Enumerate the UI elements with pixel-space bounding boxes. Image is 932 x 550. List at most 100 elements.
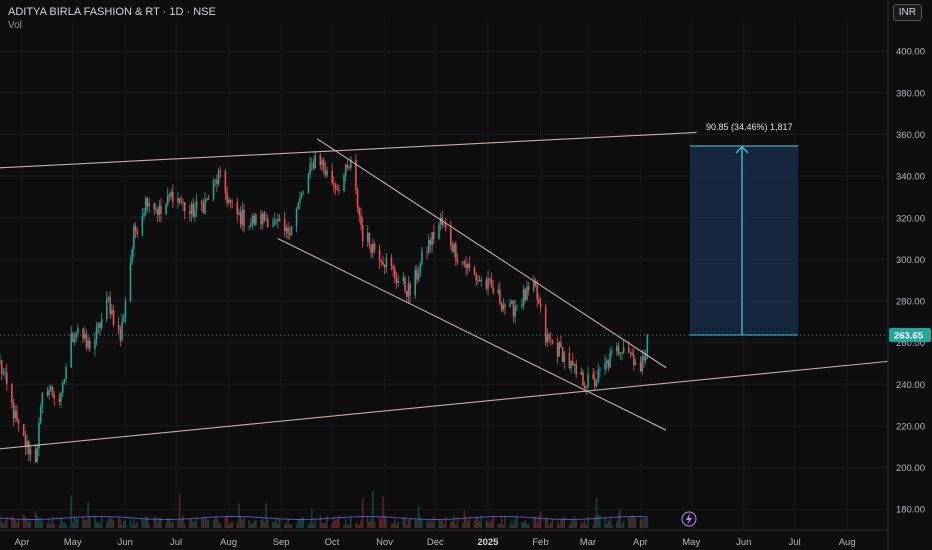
volume-bar: [207, 519, 210, 528]
candle-body: [16, 410, 18, 421]
candle-body: [314, 155, 316, 169]
volume-bar: [0, 518, 1, 528]
volume-bar: [605, 523, 608, 528]
candle-body: [582, 372, 584, 386]
volume-bar: [314, 518, 316, 528]
candle-body: [70, 333, 72, 368]
candle-body: [192, 203, 194, 217]
candle-body: [534, 282, 537, 286]
volume-bar: [94, 515, 96, 528]
volume-bar: [641, 520, 644, 528]
candle-body: [273, 219, 276, 226]
volume-bar: [53, 524, 55, 528]
volume-bar: [617, 513, 620, 528]
candle-body: [500, 303, 503, 310]
volume-bar: [75, 518, 78, 528]
volume-bar: [373, 521, 376, 528]
lightning-icon-bolt: [686, 513, 692, 525]
candle-body: [427, 240, 430, 253]
volume-bar: [129, 519, 132, 528]
volume-bar: [253, 521, 255, 528]
candle-body: [299, 197, 301, 203]
volume-bar: [48, 518, 50, 528]
candle-body: [190, 203, 193, 214]
volume-bar: [431, 521, 433, 528]
candle-body: [573, 364, 576, 366]
volume-bar: [100, 516, 103, 528]
volume-bar: [419, 517, 422, 528]
candle-body: [85, 333, 88, 348]
volume-bar: [417, 505, 420, 528]
currency-button[interactable]: INR: [892, 4, 922, 21]
candle-body: [512, 300, 515, 317]
candle-body: [172, 192, 174, 202]
candle-body: [522, 289, 525, 305]
candle-body: [502, 304, 505, 310]
volume-bar: [361, 497, 364, 528]
volume-bar: [416, 520, 418, 528]
volume-bar: [331, 523, 333, 528]
volume-bar: [89, 516, 91, 528]
candle-body: [444, 224, 447, 229]
candle-body: [36, 448, 39, 463]
volume-bar: [343, 524, 345, 528]
candle-body: [229, 199, 232, 203]
candle-body: [107, 297, 110, 300]
volume-bar: [604, 517, 606, 528]
candle-body: [561, 347, 564, 362]
volume-bar: [500, 515, 503, 528]
candle-body: [109, 297, 111, 314]
volume-bar: [172, 521, 174, 528]
candle-body: [75, 332, 78, 340]
candle-body: [587, 374, 589, 387]
time-tick-label: May: [64, 537, 82, 548]
volume-bar: [272, 522, 274, 528]
volume-bar: [0, 520, 3, 528]
candlesticks: [0, 151, 649, 464]
candle-body: [627, 347, 630, 353]
volume-bar: [465, 516, 467, 528]
volume-bar: [183, 523, 186, 528]
volume-bar: [241, 519, 244, 528]
candle-body: [231, 202, 233, 203]
candle-body: [51, 386, 54, 396]
volume-bar: [558, 524, 560, 528]
candle-body: [361, 224, 364, 242]
trendline: [0, 131, 697, 169]
volume-bar: [509, 524, 511, 528]
candle-body: [228, 199, 230, 203]
candle-body: [141, 215, 144, 234]
candle-body: [533, 282, 535, 291]
candle-body: [477, 279, 479, 281]
volume-bar: [167, 517, 169, 528]
volume-bar: [239, 515, 242, 528]
chart-overlay: 263.65: [0, 328, 931, 527]
price-axis[interactable]: 180.00 200.00 220.00 240.00 260.00 280.00 300.…: [887, 0, 932, 550]
candle-body: [480, 279, 483, 282]
volume-bar: [217, 521, 220, 528]
candle-body: [421, 251, 423, 264]
trendlines[interactable]: [0, 131, 889, 450]
volume-bar: [475, 516, 477, 528]
volume-bar: [16, 522, 18, 528]
volume-bar: [121, 524, 123, 528]
volume-bar: [595, 497, 598, 528]
volume-bar: [109, 518, 111, 528]
volume-bar: [107, 517, 110, 528]
candle-body: [77, 328, 79, 333]
volume-bar: [265, 502, 267, 528]
volume-bar: [594, 516, 596, 528]
time-axis[interactable]: Apr May Jun Jul Aug Sep Oct Nov Dec 2025 Feb Mar Apr…: [0, 529, 888, 548]
volume-bar: [87, 502, 89, 528]
candle-body: [550, 339, 552, 341]
candle-body: [183, 202, 186, 212]
candle-body: [73, 339, 76, 343]
volume-bar: [283, 523, 286, 528]
volume-bar: [453, 515, 455, 528]
candle-body: [302, 192, 305, 194]
candle-body: [287, 227, 289, 234]
candle-body: [336, 189, 338, 191]
volume-bar: [356, 524, 359, 528]
volume-bar: [546, 517, 549, 528]
